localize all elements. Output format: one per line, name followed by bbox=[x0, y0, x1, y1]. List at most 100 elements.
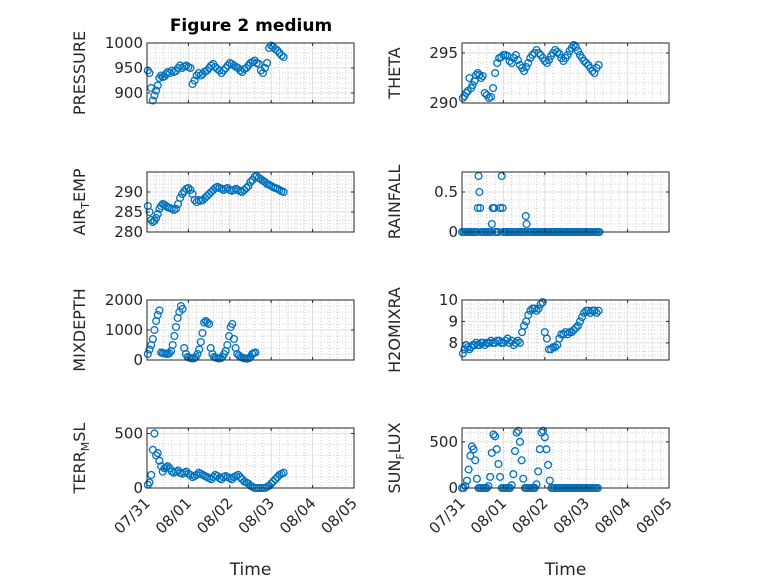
data-point bbox=[229, 334, 238, 344]
data-point bbox=[594, 306, 603, 315]
data-point bbox=[207, 475, 216, 484]
axes-box bbox=[461, 42, 670, 104]
data-point bbox=[509, 470, 518, 479]
data-point bbox=[530, 304, 539, 313]
y-tick-label: 10 bbox=[439, 291, 458, 309]
data-point bbox=[575, 317, 585, 326]
data-point bbox=[590, 306, 599, 315]
panel-air-temp: 280 285 290 AIRTEMP bbox=[70, 168, 355, 241]
data-point bbox=[555, 334, 564, 343]
axes-box bbox=[461, 299, 670, 361]
data-point bbox=[219, 66, 228, 75]
data-point bbox=[498, 203, 507, 213]
data-point bbox=[544, 55, 553, 65]
data-point bbox=[207, 187, 216, 197]
data-point bbox=[503, 334, 512, 343]
data-point bbox=[462, 88, 471, 98]
data-point bbox=[538, 298, 547, 307]
y-tick-label: 290 bbox=[429, 94, 458, 112]
y-axis-label: TERRMSL bbox=[70, 423, 92, 495]
data-point bbox=[573, 46, 582, 56]
data-point bbox=[540, 433, 549, 442]
y-tick-label: 1000 bbox=[105, 34, 143, 52]
data-point bbox=[472, 474, 481, 483]
data-point bbox=[275, 48, 284, 58]
data-point bbox=[580, 56, 589, 66]
data-point bbox=[145, 68, 154, 78]
x-axis-label: Time bbox=[544, 560, 587, 580]
data-point bbox=[488, 83, 498, 93]
data-point bbox=[279, 468, 288, 477]
data-point bbox=[155, 306, 164, 315]
data-point bbox=[532, 306, 541, 315]
data-point bbox=[184, 183, 193, 193]
data-point bbox=[145, 478, 154, 487]
axes-box bbox=[461, 171, 670, 233]
data-point bbox=[546, 345, 556, 354]
x-tick-label: 07/31 bbox=[111, 494, 154, 537]
data-point bbox=[246, 177, 255, 187]
y-tick-label: 1000 bbox=[105, 321, 143, 339]
data-point bbox=[165, 349, 174, 358]
y-tick-label: 8 bbox=[448, 334, 458, 352]
data-point bbox=[200, 193, 210, 203]
data-point bbox=[534, 467, 543, 476]
y-tick-label: 500 bbox=[114, 424, 143, 442]
data-point bbox=[464, 465, 473, 474]
data-point bbox=[487, 219, 496, 229]
data-point bbox=[515, 437, 525, 446]
data-point bbox=[143, 349, 152, 359]
data-point bbox=[221, 63, 230, 73]
panel-theta: 290 295 THETA bbox=[385, 40, 670, 112]
x-tick-label: 08/03 bbox=[235, 494, 278, 537]
panel-rainfall: 0 0.5 RAINFALL bbox=[385, 165, 670, 241]
data-point bbox=[507, 58, 516, 68]
data-point bbox=[592, 308, 601, 317]
data-point bbox=[478, 71, 487, 81]
data-point bbox=[205, 319, 214, 329]
data-point bbox=[273, 46, 282, 55]
series-pressure bbox=[143, 41, 288, 105]
data-point bbox=[551, 343, 560, 352]
data-point bbox=[223, 340, 232, 350]
data-point bbox=[242, 63, 251, 73]
data-point bbox=[513, 55, 522, 65]
x-tick-label: 08/01 bbox=[467, 494, 510, 537]
data-point bbox=[491, 68, 500, 78]
data-point bbox=[190, 76, 199, 85]
data-point bbox=[462, 476, 472, 485]
data-point bbox=[205, 189, 214, 199]
data-point bbox=[271, 475, 280, 484]
data-point bbox=[186, 63, 195, 73]
y-tick-label: 295 bbox=[429, 44, 458, 62]
data-point bbox=[195, 345, 204, 354]
data-point bbox=[522, 62, 531, 72]
data-point bbox=[520, 321, 529, 330]
data-point bbox=[511, 338, 520, 347]
data-point bbox=[228, 319, 237, 329]
y-axis-label: MIXDEPTH bbox=[70, 288, 89, 371]
data-point bbox=[458, 349, 467, 358]
data-point bbox=[469, 445, 478, 454]
data-point bbox=[182, 61, 191, 70]
data-point bbox=[153, 81, 162, 90]
data-point bbox=[578, 313, 587, 322]
data-point bbox=[161, 463, 171, 472]
data-point bbox=[515, 338, 525, 347]
axes-box bbox=[146, 171, 355, 233]
data-point bbox=[540, 56, 549, 66]
data-point bbox=[573, 321, 582, 330]
data-point bbox=[492, 445, 501, 454]
data-point bbox=[544, 460, 553, 469]
data-point bbox=[474, 171, 483, 181]
data-point bbox=[161, 69, 171, 79]
data-point bbox=[153, 209, 162, 219]
axes-box bbox=[146, 427, 355, 489]
data-point bbox=[571, 42, 580, 52]
data-point bbox=[256, 66, 265, 75]
plot-area bbox=[147, 428, 354, 488]
data-point bbox=[493, 58, 502, 68]
data-point bbox=[265, 481, 274, 490]
data-point bbox=[251, 348, 260, 357]
data-point bbox=[234, 470, 243, 479]
